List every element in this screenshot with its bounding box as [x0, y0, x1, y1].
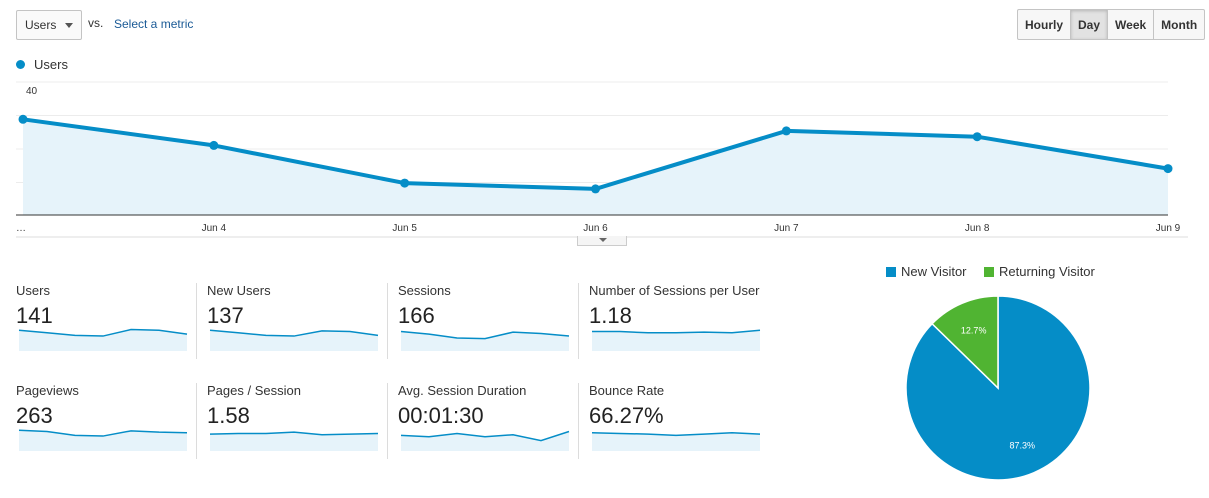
sparkline [18, 328, 188, 351]
pie-slice-label: 87.3% [1010, 441, 1036, 451]
pie-slice[interactable] [905, 295, 1091, 481]
x-tick-label: … [16, 223, 26, 234]
chart-expand-handle[interactable] [577, 236, 627, 246]
legend-swatch [886, 266, 896, 277]
x-tick-label: Jun 7 [774, 223, 799, 234]
x-tick-label: Jun 8 [965, 223, 990, 234]
scorecard-value: 141 [16, 303, 53, 328]
data-point[interactable] [209, 140, 219, 150]
scorecard-label: Pages / Session [207, 383, 301, 398]
sparkline-area [592, 432, 760, 451]
period-hourly-button[interactable]: Hourly [1018, 10, 1072, 39]
scorecard[interactable]: Number of Sessions per User 1.18 [589, 283, 769, 363]
legend-series-label: Users [34, 57, 68, 72]
sparkline-area [19, 430, 187, 451]
primary-metric-label: Users [25, 18, 57, 32]
data-point[interactable] [591, 184, 600, 194]
sparkline-line [209, 431, 379, 436]
chevron-down-icon [65, 22, 73, 28]
sparkline-area [592, 330, 760, 351]
scorecard-label: Number of Sessions per User [589, 283, 760, 298]
sparkline [209, 329, 379, 351]
legend-swatch [984, 266, 994, 277]
data-point[interactable] [781, 126, 791, 136]
scorecard-label: Pageviews [16, 383, 79, 398]
sparkline-line [592, 329, 761, 334]
series-color-dot [16, 60, 25, 69]
sparkline-line [209, 329, 379, 337]
sparkline-area [401, 431, 569, 451]
scorecard-divider [578, 383, 579, 459]
x-tick-label: Jun 6 [583, 223, 608, 234]
sparkline-line [18, 328, 188, 337]
sparkline [209, 431, 379, 451]
scorecard-value: 1.18 [589, 303, 632, 328]
sparkline-line [591, 432, 761, 437]
pie-slice-label: 12.7% [961, 325, 987, 335]
y-tick-label: 40 [26, 86, 38, 97]
period-day-button[interactable]: Day [1071, 10, 1109, 39]
scorecard-label: Users [16, 283, 50, 298]
sparkline-line [400, 330, 570, 340]
sparkline [592, 329, 761, 351]
data-point[interactable] [972, 132, 982, 142]
scorecard[interactable]: Pages / Session 1.58 [207, 383, 387, 463]
sparkline-area [19, 329, 187, 351]
data-point[interactable] [1163, 164, 1173, 174]
scorecard[interactable]: Sessions 166 [398, 283, 578, 363]
scorecard[interactable]: Avg. Session Duration 00:01:30 [398, 383, 578, 463]
vs-label: vs. [88, 16, 104, 30]
x-tick-label: Jun 4 [202, 223, 227, 234]
chevron-down-icon [599, 238, 607, 242]
scorecard-label: Sessions [398, 283, 451, 298]
scorecard-value: 263 [16, 403, 53, 428]
sparkline [18, 429, 188, 451]
sparkline-area [210, 432, 378, 451]
scorecard-divider [387, 283, 388, 359]
sparkline [400, 330, 570, 351]
scorecard-label: Avg. Session Duration [398, 383, 527, 398]
x-tick-label: Jun 5 [392, 223, 417, 234]
scorecard-divider [196, 283, 197, 359]
scorecard[interactable]: Bounce Rate 66.27% [589, 383, 769, 463]
visitor-type-pie-chart: 87.3% 12.7% [905, 295, 1091, 481]
chart-legend: Users [16, 57, 68, 72]
period-month-button[interactable]: Month [1161, 17, 1198, 32]
scorecard-divider [196, 383, 197, 459]
scorecard-divider [387, 383, 388, 459]
scorecard-label: New Users [207, 283, 271, 298]
scorecard-value: 137 [207, 303, 244, 328]
pie-legend-label: New Visitor [901, 264, 967, 279]
period-toggle-group: Hourly Day Week Month [1017, 9, 1206, 40]
scorecard-value: 1.58 [207, 403, 250, 428]
sparkline [591, 432, 761, 451]
series-area [23, 119, 1168, 215]
scorecard-divider [578, 283, 579, 359]
period-week-button[interactable]: Week [1108, 10, 1155, 39]
sparkline-line [18, 429, 188, 437]
select-metric-link[interactable]: Select a metric [114, 17, 194, 31]
scorecard-value: 00:01:30 [398, 403, 484, 428]
sparkline-area [210, 330, 378, 351]
pie-legend-item-returning: Returning Visitor [984, 264, 1095, 279]
pie-slice[interactable] [931, 295, 999, 390]
pie-legend-label: Returning Visitor [999, 264, 1095, 279]
primary-metric-dropdown[interactable]: Users [16, 10, 82, 40]
scorecard-value: 166 [398, 303, 435, 328]
scorecard[interactable]: New Users 137 [207, 283, 387, 363]
data-point[interactable] [18, 114, 28, 124]
pie-legend-item-new: New Visitor [886, 264, 967, 279]
scorecard-value: 66.27% [589, 403, 664, 428]
scorecard[interactable]: Users 141 [16, 283, 196, 363]
sparkline-line [400, 430, 570, 442]
scorecard-label: Bounce Rate [589, 383, 665, 398]
x-tick-label: Jun 9 [1156, 223, 1181, 234]
sparkline [400, 430, 570, 451]
data-point[interactable] [400, 178, 410, 188]
scorecard[interactable]: Pageviews 263 [16, 383, 196, 463]
